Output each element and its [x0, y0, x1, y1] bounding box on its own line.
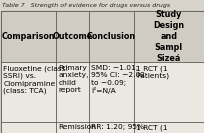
Text: Conclusion: Conclusion [87, 32, 136, 41]
Bar [134, 62, 204, 122]
Text: Comparison: Comparison [2, 32, 55, 41]
Bar [1, 62, 56, 122]
Text: Study
Design
and
Sampl
Sizeá: Study Design and Sampl Sizeá [153, 10, 184, 63]
Bar [56, 62, 89, 122]
Bar [89, 62, 134, 122]
Bar [1, 11, 56, 62]
Bar [1, 122, 56, 133]
Bar [89, 122, 134, 133]
Text: Remission: Remission [59, 124, 96, 130]
Bar [56, 11, 89, 62]
Bar [56, 122, 89, 133]
Bar [134, 122, 204, 133]
Bar [134, 11, 204, 62]
Text: Table 7   Strength of evidence for drugs versus drugs: Table 7 Strength of evidence for drugs v… [2, 3, 170, 8]
Text: Primary
anxiety,
child
report: Primary anxiety, child report [59, 65, 89, 93]
Text: 1 RCT (1
Patients): 1 RCT (1 Patients) [136, 65, 169, 79]
Bar [89, 11, 134, 62]
Text: Fluoxetine (class:
SSRI) vs.
Clomipramine
(class: TCA): Fluoxetine (class: SSRI) vs. Clomipramin… [3, 65, 69, 94]
Text: SMD: −1.01;
95% CI: −2.02
to −0.09;
I²=N/A: SMD: −1.01; 95% CI: −2.02 to −0.09; I²=N… [91, 65, 145, 94]
Text: Outcome: Outcome [52, 32, 93, 41]
Text: 1 RCT (1: 1 RCT (1 [136, 124, 168, 131]
Text: RR: 1.20; 95%: RR: 1.20; 95% [91, 124, 144, 130]
